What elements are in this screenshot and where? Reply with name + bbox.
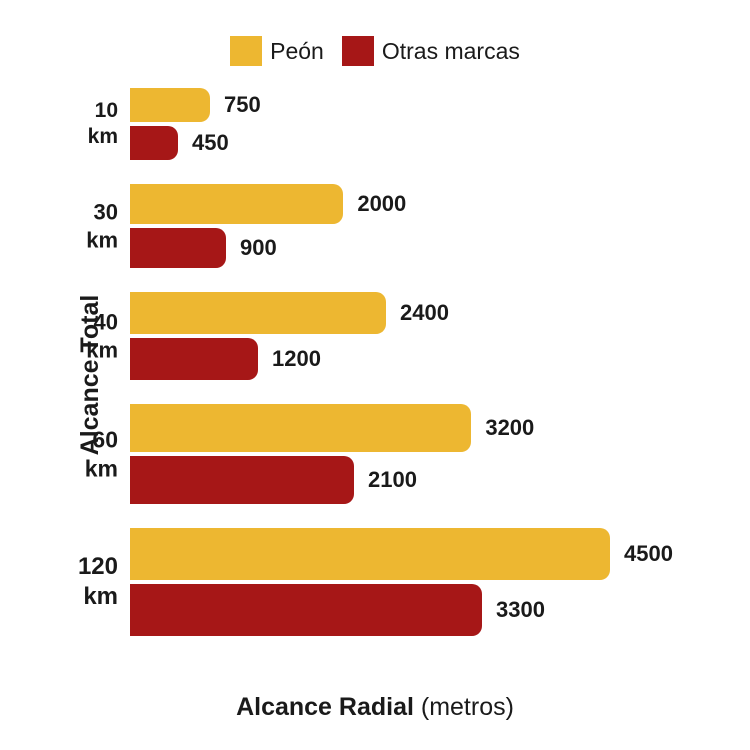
bar-otras [130, 338, 258, 380]
bar-group: 30km2000900 [130, 184, 710, 268]
category-unit: km [60, 454, 118, 483]
category-number: 60 [60, 425, 118, 454]
bar-row: 2000 [130, 184, 710, 224]
bar-row: 3200 [130, 404, 710, 452]
bar-value-label: 2100 [368, 467, 417, 493]
bar-peon [130, 404, 471, 452]
legend-label-peon: Peón [270, 38, 324, 65]
bar-value-label: 4500 [624, 541, 673, 567]
bar-value-label: 2000 [357, 191, 406, 217]
category-label: 30km [60, 199, 130, 254]
bar-value-label: 3300 [496, 597, 545, 623]
bar-otras [130, 584, 482, 636]
bar-row: 1200 [130, 338, 710, 380]
bar-row: 4500 [130, 528, 710, 580]
bar-group: 10km750450 [130, 88, 710, 160]
category-label: 40km [60, 309, 130, 364]
category-unit: km [60, 582, 118, 612]
category-label: 10km [60, 98, 130, 151]
category-unit: km [60, 124, 118, 150]
bar-row: 3300 [130, 584, 710, 636]
bar-row: 900 [130, 228, 710, 268]
bar-value-label: 1200 [272, 346, 321, 372]
category-number: 30 [60, 199, 118, 227]
legend-item-peon: Peón [230, 36, 324, 66]
category-number: 120 [60, 552, 118, 582]
category-unit: km [60, 336, 118, 364]
bar-row: 2100 [130, 456, 710, 504]
bars-area: 10km75045030km200090040km2400120060km320… [130, 88, 710, 688]
bar-otras [130, 228, 226, 268]
bar-peon [130, 528, 610, 580]
x-axis-title-bold: Alcance Radial [236, 693, 414, 721]
bar-peon [130, 88, 210, 122]
bar-value-label: 750 [224, 92, 261, 118]
bar-value-label: 450 [192, 130, 229, 156]
bar-value-label: 900 [240, 235, 277, 261]
bar-value-label: 3200 [485, 415, 534, 441]
legend-swatch-otras [342, 36, 374, 66]
bar-otras [130, 456, 354, 504]
bar-peon [130, 184, 343, 224]
bar-value-label: 2400 [400, 300, 449, 326]
category-number: 40 [60, 309, 118, 337]
legend-label-otras: Otras marcas [382, 38, 520, 65]
bar-row: 2400 [130, 292, 710, 334]
x-axis-title: Alcance Radial (metros) [0, 693, 750, 722]
chart-container: Peón Otras marcas Alcance Total 10km7504… [0, 0, 750, 750]
legend-swatch-peon [230, 36, 262, 66]
category-unit: km [60, 226, 118, 254]
bar-group: 120km45003300 [130, 528, 710, 636]
x-axis-title-rest: (metros) [414, 693, 514, 721]
bar-peon [130, 292, 386, 334]
category-label: 120km [60, 552, 130, 612]
category-number: 10 [60, 98, 118, 124]
bar-group: 60km32002100 [130, 404, 710, 504]
bar-row: 750 [130, 88, 710, 122]
legend: Peón Otras marcas [0, 36, 750, 66]
bar-row: 450 [130, 126, 710, 160]
bar-otras [130, 126, 178, 160]
bar-group: 40km24001200 [130, 292, 710, 380]
legend-item-otras: Otras marcas [342, 36, 520, 66]
category-label: 60km [60, 425, 130, 483]
